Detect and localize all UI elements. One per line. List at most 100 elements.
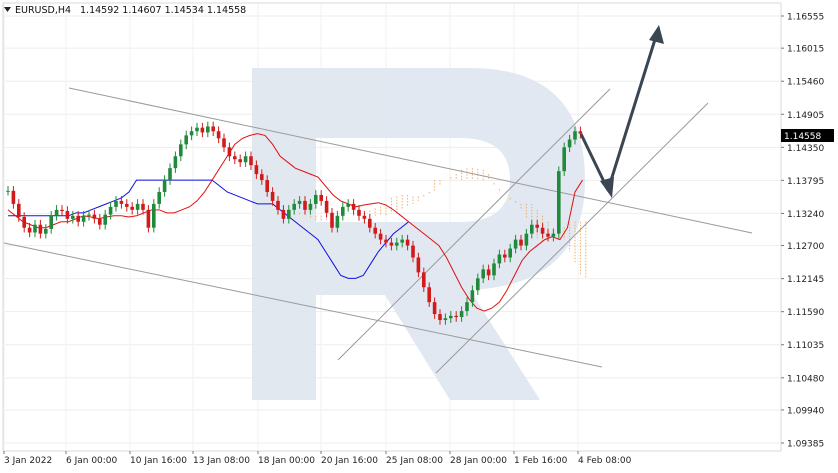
y-tick-label: 1.14350: [787, 144, 824, 154]
candle-body: [438, 314, 442, 321]
candle-body: [60, 209, 64, 212]
candle-body: [578, 131, 583, 134]
candle: [222, 133, 226, 153]
candle-body: [281, 209, 286, 219]
candle-body: [492, 263, 496, 276]
candle-body: [470, 290, 475, 303]
candle-body: [254, 165, 259, 175]
candle: [157, 187, 161, 209]
x-tick-label: 6 Jan 00:00: [66, 456, 118, 466]
forecast-arrows: [579, 25, 664, 198]
candle-body: [168, 168, 172, 181]
candle: [319, 190, 323, 206]
candle-body: [535, 224, 539, 228]
candle: [481, 264, 485, 284]
candle-body: [519, 239, 523, 246]
candle-body: [152, 203, 156, 228]
candle: [573, 126, 577, 145]
candle-body: [335, 215, 340, 228]
y-tick-label: 1.10480: [787, 374, 824, 384]
candle-body: [427, 287, 431, 303]
candle-body: [87, 214, 91, 216]
candle: [335, 211, 340, 233]
candle-body: [551, 233, 556, 237]
candle: [314, 190, 318, 209]
candle: [249, 151, 253, 170]
candle: [497, 249, 502, 269]
x-tick-label: 20 Jan 16:00: [321, 456, 378, 466]
candle: [125, 199, 129, 212]
candle: [459, 306, 464, 322]
kijun-polyline: [8, 179, 409, 279]
candle-body: [562, 147, 566, 172]
candle: [87, 209, 91, 221]
candle: [71, 211, 75, 224]
candle: [567, 134, 572, 153]
candle: [362, 211, 367, 224]
candle-body: [260, 174, 264, 181]
candle: [551, 228, 556, 242]
candle-body: [557, 171, 561, 234]
time-axis: 3 Jan 2022 6 Jan 00:00 10 Jan 16:00 13 Jan …: [3, 451, 632, 466]
channel-line: [435, 102, 709, 374]
candle: [108, 202, 113, 220]
candle-body: [341, 206, 345, 216]
candle: [179, 139, 183, 162]
candle-body: [211, 126, 215, 132]
candle-body: [195, 127, 199, 132]
candle: [324, 196, 329, 218]
candle: [443, 313, 448, 325]
candle: [303, 196, 307, 215]
candle-body: [238, 159, 242, 163]
y-tick-label: 1.11590: [787, 308, 824, 318]
candles: [6, 121, 583, 325]
candle: [114, 196, 118, 212]
candle: [411, 240, 415, 263]
candle-body: [513, 239, 518, 249]
candle-body: [65, 211, 70, 219]
candle: [395, 237, 399, 251]
candle-body: [389, 242, 394, 246]
candle: [49, 211, 53, 234]
candle-body: [540, 227, 545, 234]
candle-body: [476, 278, 480, 291]
candle: [508, 243, 512, 263]
candle-body: [249, 156, 253, 166]
candle: [492, 258, 496, 281]
candle: [22, 212, 26, 233]
candle-body: [432, 302, 437, 315]
candle: [103, 209, 107, 230]
candle-body: [17, 203, 21, 217]
candle-body: [33, 224, 37, 233]
candle: [65, 206, 70, 224]
candle-body: [189, 131, 194, 136]
candle: [81, 211, 86, 227]
candle-body: [530, 224, 534, 234]
candle-body: [119, 200, 124, 204]
candle: [297, 196, 302, 209]
candle-body: [98, 218, 102, 225]
candle-body: [378, 233, 383, 240]
candle-body: [27, 227, 32, 233]
candle: [33, 219, 37, 238]
candle-body: [303, 200, 307, 210]
candle: [168, 163, 172, 185]
candle: [405, 234, 410, 251]
candle: [38, 219, 43, 239]
candle-body: [292, 203, 296, 210]
candle: [530, 219, 534, 239]
candle-body: [6, 190, 10, 192]
candle: [54, 205, 59, 221]
candle: [287, 205, 291, 224]
candle-body: [422, 272, 426, 288]
candle-body: [157, 191, 161, 204]
candle: [449, 311, 453, 323]
chevron-down-icon[interactable]: [4, 7, 11, 12]
candle-body: [125, 203, 129, 207]
candle: [238, 154, 242, 167]
y-tick-label: 1.11035: [787, 341, 824, 351]
candle-body: [508, 248, 512, 258]
candle: [6, 186, 10, 196]
candle: [416, 252, 421, 278]
